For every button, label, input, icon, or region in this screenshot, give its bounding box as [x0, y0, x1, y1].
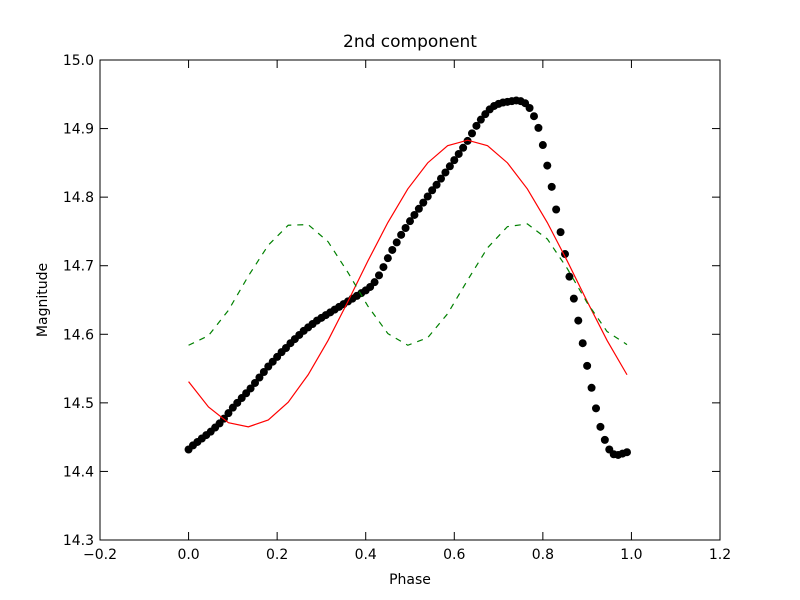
data-point — [592, 404, 600, 413]
data-point — [414, 204, 423, 213]
data-point — [432, 180, 441, 189]
y-tick-label: 14.4 — [63, 464, 94, 480]
y-axis-label: Magnitude — [35, 263, 51, 337]
data-line — [188, 139, 628, 428]
y-tick-label: 14.9 — [63, 122, 94, 138]
data-point — [388, 245, 397, 254]
data-point — [569, 294, 578, 303]
x-tick-label: 0.6 — [443, 547, 465, 563]
data-point — [419, 198, 428, 207]
data-point — [600, 435, 609, 444]
data-point — [445, 162, 454, 171]
data-point — [401, 224, 410, 232]
data-point — [251, 378, 259, 387]
data-point — [423, 192, 432, 201]
x-axis-label: Phase — [389, 572, 431, 588]
data-point — [525, 104, 534, 112]
data-point — [530, 112, 538, 121]
data-point — [468, 129, 476, 138]
data-point — [441, 168, 450, 177]
data-point — [437, 174, 445, 183]
data-point — [224, 409, 233, 418]
data-point — [246, 384, 255, 393]
data-point — [428, 186, 437, 195]
x-tick-label: 0.8 — [532, 547, 554, 563]
data-point — [556, 228, 565, 237]
data-point — [578, 339, 587, 348]
y-tick-label: 14.5 — [63, 396, 94, 412]
x-tick-label: −0.2 — [83, 547, 117, 563]
y-tick-label: 14.3 — [63, 533, 94, 549]
x-tick-label: 0.4 — [355, 547, 377, 563]
data-line — [188, 223, 628, 346]
y-tick-label: 15.0 — [63, 53, 94, 69]
plot-frame — [99, 59, 721, 541]
data-point — [463, 136, 472, 145]
data-point — [255, 373, 264, 382]
data-point — [552, 205, 561, 214]
data-point — [596, 422, 605, 431]
data-point — [397, 230, 406, 239]
data-point — [450, 156, 459, 165]
x-tick-label: 0.2 — [266, 547, 288, 563]
chart-title: 2nd component — [343, 32, 477, 52]
data-point — [459, 143, 468, 152]
data-point — [583, 361, 592, 370]
data-point — [476, 115, 485, 124]
data-point — [574, 316, 583, 325]
x-tick-label: 0.0 — [177, 547, 199, 563]
data-point — [587, 383, 596, 392]
data-point — [375, 271, 383, 280]
y-tick-label: 14.8 — [63, 190, 94, 206]
x-tick-label: 1.2 — [709, 547, 731, 563]
y-tick-label: 14.7 — [63, 259, 94, 275]
data-point — [534, 123, 543, 132]
data-point — [259, 368, 268, 376]
data-point — [538, 141, 547, 150]
x-tick-label: 1.0 — [620, 547, 642, 563]
data-point — [454, 149, 463, 158]
data-point — [472, 121, 481, 130]
y-tick-label: 14.6 — [63, 327, 94, 343]
data-point — [547, 182, 556, 191]
data-point — [370, 278, 379, 287]
data-point — [565, 272, 574, 281]
data-point — [392, 238, 401, 247]
data-point — [406, 217, 414, 226]
data-point — [383, 254, 392, 263]
data-point — [410, 210, 419, 219]
data-point — [543, 161, 552, 170]
data-point — [623, 448, 631, 457]
data-point — [379, 263, 388, 272]
